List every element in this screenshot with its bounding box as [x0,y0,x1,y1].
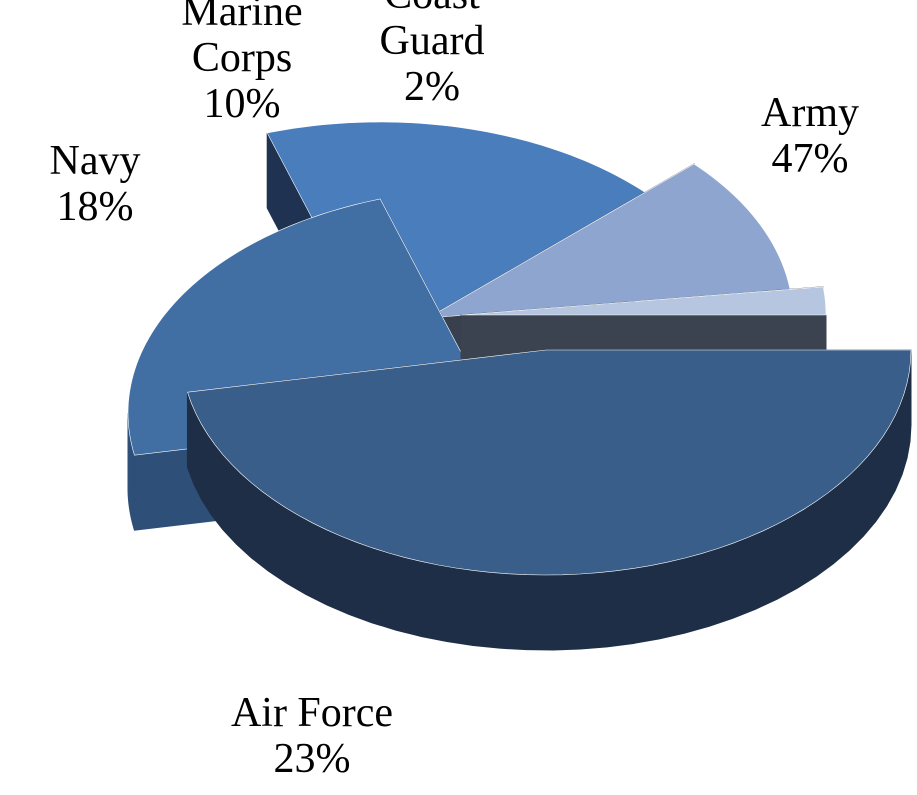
label-coast-guard-line: Guard [380,18,485,64]
label-army-line: 47% [772,136,849,182]
label-marine-corps-line: 10% [204,81,281,127]
label-army-line: Army [761,90,859,136]
label-navy-line: 18% [57,184,134,230]
label-army: Army 47% [761,90,859,182]
label-coast-guard-line: Coast [384,0,480,18]
slice-coast-guard [460,286,827,316]
label-marine-corps: Marine Corps 10% [181,0,302,127]
slice-labels: Army 47% Air Force 23% Navy 18% Marine Corps 10%… [50,0,859,782]
label-air-force: Air Force 23% [231,690,393,782]
label-coast-guard-line: 2% [404,64,460,110]
slice-army [187,349,912,576]
label-marine-corps-line: Corps [192,35,292,81]
label-navy: Navy 18% [50,138,141,230]
label-coast-guard: CoastGuard2% [380,0,485,110]
slice-marine-corps [427,163,791,319]
label-air-force-line: Air Force [231,690,393,736]
label-marine-corps-line: Marine [181,0,302,35]
slice-sides [127,121,912,651]
label-air-force-line: 23% [274,736,351,782]
label-navy-line: Navy [50,138,141,184]
